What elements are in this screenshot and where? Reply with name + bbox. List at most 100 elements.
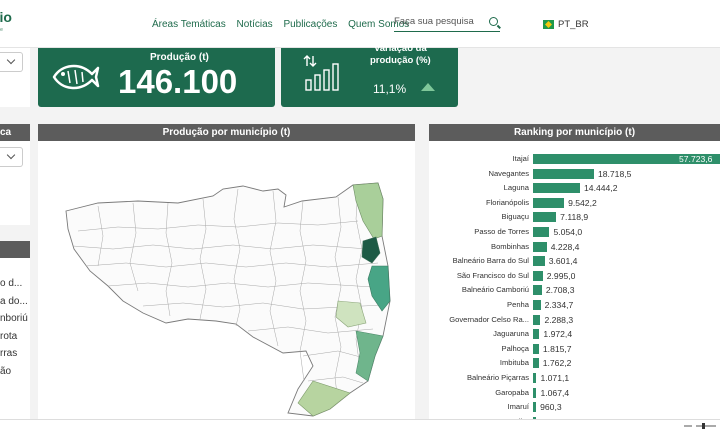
ranking-row[interactable]: Imbituba 1.762,2 (429, 356, 720, 370)
filter-panel-2: ca (0, 124, 30, 225)
ranking-label: Balneário Camboriú (461, 285, 529, 295)
ranking-bar[interactable] (533, 256, 545, 267)
ranking-value: 3.601,4 (548, 256, 578, 267)
language-selector[interactable]: PT_BR (543, 19, 589, 30)
ranking-row[interactable]: Laguna 14.444,2 (429, 181, 720, 195)
ranking-value: 1.972,4 (543, 329, 573, 340)
ranking-value: 57.723,6 (679, 154, 713, 164)
filter-list-item[interactable]: nboriú (0, 313, 28, 324)
filter-list-item[interactable]: o d... (0, 278, 23, 289)
ranking-label: Passo de Torres (474, 227, 529, 236)
ranking-row[interactable]: Imaruí 960,3 (429, 400, 720, 414)
ranking-row[interactable]: Jaguaruna 1.972,4 (429, 327, 720, 341)
ranking-bar[interactable] (533, 197, 565, 208)
coastal-region-far-south (297, 380, 351, 417)
inland-lagoon-region (335, 300, 367, 328)
filter-panel-3: o d... a do... nboriú rota rras ão (0, 241, 30, 421)
ranking-value: 960,3 (540, 402, 562, 413)
status-bar (0, 419, 720, 431)
ranking-row[interactable]: Balneário Barra do Sul 3.601,4 (429, 254, 720, 268)
production-kpi-card: Produção (t) 146.100 (38, 48, 275, 107)
ranking-row[interactable]: Balneário Camboriú 2.708,3 (429, 283, 720, 297)
nav-link-areas[interactable]: Áreas Temáticas (152, 19, 226, 30)
ranking-bar[interactable] (533, 227, 550, 237)
ranking-bar[interactable] (533, 168, 594, 179)
ranking-value: 9.542,2 (568, 197, 597, 208)
ranking-value: 2.288,3 (544, 314, 574, 325)
zoom-slider[interactable] (682, 422, 718, 430)
ranking-bar[interactable] (533, 343, 539, 354)
ranking-row[interactable]: Balneário Piçarras 1.071,1 (429, 371, 720, 385)
nav-link-news[interactable]: Notícias (236, 19, 273, 30)
ranking-label: Navegantes (488, 168, 529, 178)
ranking-bar[interactable] (533, 285, 542, 296)
filter-list-item[interactable]: rota (0, 330, 18, 342)
variation-value: 11,1% (373, 82, 407, 96)
coastal-region-itajai (361, 236, 381, 264)
ranking-row[interactable]: Palhoça 1.815,7 (429, 342, 720, 356)
ranking-bar[interactable] (533, 154, 720, 164)
production-label: Produção (t) (150, 52, 209, 63)
ranking-row[interactable]: Garopaba 1.067,4 (429, 386, 720, 400)
filter-list-item[interactable]: rras (0, 348, 18, 359)
ranking-row[interactable]: Navegantes 18.718,5 (429, 167, 720, 181)
ranking-value: 4.228,4 (550, 241, 580, 252)
ranking-bar[interactable] (533, 212, 557, 223)
map-panel-title: Produção por município (t) (38, 124, 415, 141)
ranking-bar[interactable] (533, 358, 539, 369)
ranking-bar[interactable] (533, 183, 581, 194)
logo-text: rio (0, 9, 12, 25)
ranking-label: Palhoça (501, 343, 529, 353)
ranking-row[interactable]: São Francisco do Sul 2.995,0 (429, 269, 720, 283)
ranking-value: 5.054,0 (553, 227, 583, 237)
ranking-label: Bombinhas (491, 241, 529, 251)
filter-panel-1 (0, 48, 30, 107)
bar-chart-trend-icon (303, 55, 339, 91)
ranking-bar[interactable] (533, 270, 543, 281)
ranking-bar[interactable] (533, 241, 547, 252)
ranking-label: Balneário Barra do Sul (452, 256, 529, 266)
ranking-row[interactable]: Passo de Torres 5.054,0 (429, 225, 720, 239)
ranking-row[interactable]: Penha 2.334,7 (429, 298, 720, 312)
nav-link-publications[interactable]: Publicações (283, 19, 338, 30)
ranking-bar[interactable] (533, 402, 537, 413)
ranking-bar[interactable] (533, 387, 537, 398)
ranking-value: 2.334,7 (544, 300, 574, 310)
ranking-label: Balneário Piçarras (466, 373, 529, 382)
ranking-row[interactable]: Itajaí 57.723,6 (429, 152, 720, 166)
ranking-row[interactable]: Biguaçu 7.118,9 (429, 210, 720, 224)
variation-label-line1: Variação da (373, 43, 427, 54)
variation-kpi-card: Variação da produção (%) 11,1% (281, 43, 458, 107)
ranking-value: 1.067,4 (540, 387, 570, 398)
filter-dropdown-2[interactable] (0, 147, 23, 167)
filter-list-item[interactable]: a do... (0, 295, 28, 307)
ranking-bar[interactable] (533, 300, 541, 310)
ranking-row[interactable]: Bombinhas 4.228,4 (429, 240, 720, 254)
ranking-bar[interactable] (533, 329, 540, 340)
ranking-label: Imaruí (507, 402, 529, 412)
search-icon[interactable] (489, 17, 498, 26)
ranking-bar[interactable] (533, 314, 541, 325)
filter-list-item[interactable]: ão (0, 365, 12, 377)
ranking-value: 1.762,2 (542, 358, 572, 369)
ranking-row[interactable]: Governador Celso Ra... 2.288,3 (429, 313, 720, 327)
ranking-row[interactable]: Florianópolis 9.542,2 (429, 196, 720, 210)
municipality-map[interactable] (38, 141, 415, 421)
ranking-label: Jaguaruna (493, 329, 529, 339)
ranking-label: São Francisco do Sul (456, 270, 529, 280)
coastal-region-south (355, 330, 384, 382)
filter-panel-2-header: ca (0, 124, 30, 141)
fish-icon (52, 64, 100, 90)
search-placeholder: Faça sua pesquisa (394, 16, 474, 27)
nav-link-about[interactable]: Quem Somos (348, 19, 410, 30)
filter-dropdown-1[interactable] (0, 52, 23, 72)
variation-label-line2: produção (%) (370, 55, 431, 66)
ranking-panel: Ranking por município (t) Itajaí 57.723,6… (429, 124, 720, 427)
ranking-label: Imbituba (499, 358, 529, 368)
ranking-label: Penha (507, 300, 529, 309)
coastal-region-central (367, 265, 391, 312)
search-input[interactable]: Faça sua pesquisa (394, 16, 500, 32)
production-value: 146.100 (118, 63, 238, 100)
ranking-bar[interactable] (533, 373, 537, 383)
site-logo[interactable]: rio nae (0, 9, 12, 37)
